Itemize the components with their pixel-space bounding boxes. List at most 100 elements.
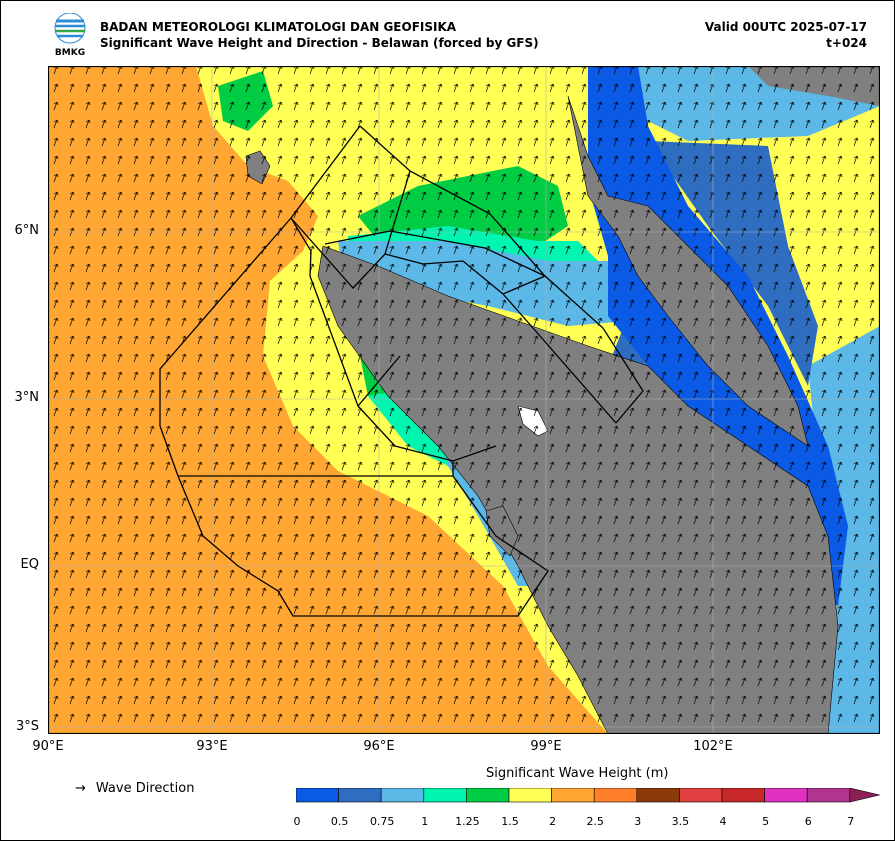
wave-arrow	[805, 137, 811, 147]
wave-arrow	[725, 281, 731, 291]
wave-arrow	[613, 695, 619, 705]
wave-arrow	[293, 281, 299, 291]
wave-arrow	[645, 83, 651, 93]
wave-arrow	[581, 299, 587, 309]
wave-arrow	[789, 299, 795, 309]
wave-arrow	[357, 263, 363, 273]
wave-arrow	[405, 353, 411, 363]
wave-arrow	[789, 623, 795, 633]
wave-arrow	[789, 353, 795, 363]
wave-arrow	[757, 263, 763, 273]
wave-arrow	[677, 605, 683, 615]
wave-arrow	[325, 389, 331, 399]
wave-arrow	[53, 533, 59, 543]
wave-arrow	[693, 713, 699, 723]
wave-arrow	[53, 587, 59, 597]
wave-arrow	[629, 605, 635, 615]
wave-arrow	[213, 209, 219, 219]
wave-arrow	[597, 299, 603, 309]
wave-arrow	[117, 677, 123, 687]
wave-arrow	[421, 659, 427, 669]
wave-arrow	[645, 443, 651, 453]
wave-arrow	[629, 533, 635, 543]
wave-arrow	[341, 299, 347, 309]
wave-arrow	[869, 389, 875, 399]
wave-arrow	[805, 623, 811, 633]
wave-arrow	[357, 623, 363, 633]
wave-arrow	[149, 605, 155, 615]
wave-arrow	[725, 443, 731, 453]
wave-arrow	[469, 335, 475, 345]
wave-arrow	[549, 245, 555, 255]
wave-arrow	[837, 389, 843, 399]
wave-arrow	[325, 443, 331, 453]
wave-arrow	[293, 425, 299, 435]
wave-arrow	[821, 515, 827, 525]
wave-arrow	[53, 443, 59, 453]
wave-arrow	[805, 587, 811, 597]
wave-arrow	[805, 497, 811, 507]
wave-arrow	[293, 551, 299, 561]
wave-arrow	[325, 245, 331, 255]
wave-zone-0_5-0_75c	[648, 141, 818, 386]
wave-arrow	[549, 533, 555, 543]
wave-arrow	[645, 551, 651, 561]
wave-arrow	[789, 713, 795, 723]
wave-arrow	[485, 425, 491, 435]
wave-arrow	[661, 677, 667, 687]
wave-arrow	[69, 173, 75, 183]
wave-arrow	[277, 317, 283, 327]
wave-arrow	[245, 371, 251, 381]
wave-arrow	[613, 335, 619, 345]
wave-arrow	[773, 623, 779, 633]
wave-arrow	[517, 371, 523, 381]
wave-arrow	[853, 533, 859, 543]
wave-arrow	[181, 191, 187, 201]
wave-arrow	[53, 461, 59, 471]
wave-arrow	[853, 281, 859, 291]
wave-arrow	[293, 317, 299, 327]
wave-arrow	[293, 137, 299, 147]
wave-arrow	[373, 407, 379, 417]
wave-arrow	[565, 713, 571, 723]
lon-label-96e: 96°E	[363, 739, 395, 754]
wave-arrow	[117, 335, 123, 345]
wave-arrow	[213, 263, 219, 273]
wave-arrow	[517, 407, 523, 417]
wave-arrow	[837, 623, 843, 633]
wave-arrow	[309, 353, 315, 363]
wave-arrow	[405, 407, 411, 417]
wave-arrow	[517, 497, 523, 507]
logo-text: BMKG	[55, 48, 85, 57]
wave-arrow	[101, 605, 107, 615]
wave-arrow	[837, 353, 843, 363]
wave-arrow	[357, 101, 363, 111]
wave-arrow	[645, 641, 651, 651]
wave-arrow	[245, 479, 251, 489]
wave-arrow	[213, 407, 219, 417]
wave-arrow	[661, 263, 667, 273]
wave-arrow	[517, 713, 523, 723]
wave-arrow	[325, 551, 331, 561]
wave-arrow	[645, 695, 651, 705]
wave-arrow	[341, 83, 347, 93]
wave-arrow	[453, 605, 459, 615]
wave-arrow	[421, 569, 427, 579]
wave-arrow	[389, 281, 395, 291]
wave-arrow	[597, 335, 603, 345]
wave-arrow	[373, 695, 379, 705]
wave-arrow	[373, 461, 379, 471]
wave-arrow	[229, 299, 235, 309]
wave-arrow	[133, 641, 139, 651]
wave-arrow	[853, 83, 859, 93]
wave-arrow	[693, 497, 699, 507]
lon-label-90e: 90°E	[32, 739, 64, 754]
wave-arrow	[261, 659, 267, 669]
wave-arrow	[821, 155, 827, 165]
wave-arrow	[549, 407, 555, 417]
wave-arrow	[421, 713, 427, 723]
wave-arrow	[725, 389, 731, 399]
wave-arrow	[549, 335, 555, 345]
wave-arrow	[597, 119, 603, 129]
wave-arrow	[437, 569, 443, 579]
